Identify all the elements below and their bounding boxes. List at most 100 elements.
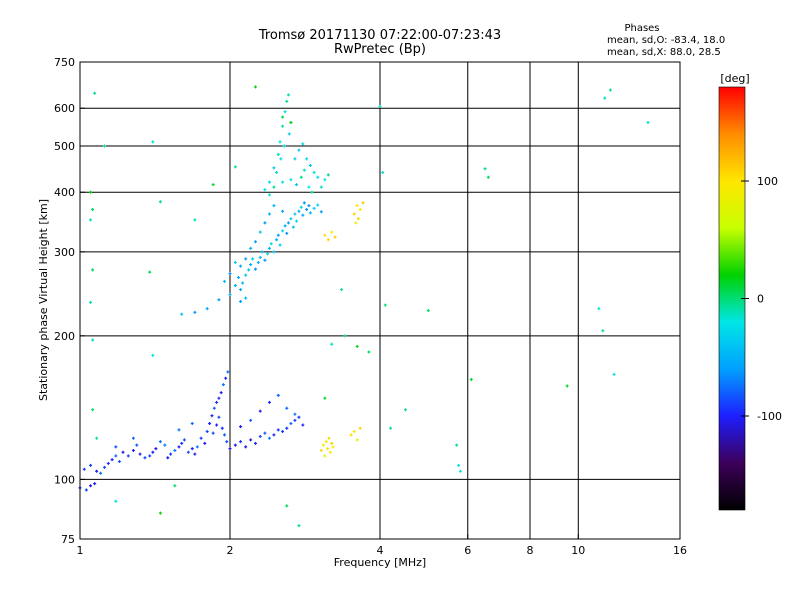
data-point (203, 441, 207, 445)
data-point (308, 164, 312, 168)
data-point (289, 217, 293, 221)
data-point (293, 212, 297, 216)
data-point (272, 204, 276, 208)
data-point (93, 482, 97, 486)
data-point (281, 209, 285, 213)
data-point (173, 448, 177, 452)
data-point (289, 121, 293, 125)
data-point (99, 471, 103, 475)
data-point (276, 428, 280, 432)
data-point (91, 338, 95, 342)
stats-line-o: mean, sd,O: -83.4, 18.0 (607, 35, 725, 46)
data-point (612, 372, 616, 376)
data-point (84, 488, 88, 492)
data-point (180, 312, 184, 316)
data-point (110, 458, 114, 462)
data-point (241, 281, 245, 285)
data-point (343, 334, 347, 338)
data-point (217, 396, 221, 400)
data-point (312, 206, 316, 210)
data-point (267, 246, 271, 250)
data-point (148, 270, 152, 274)
data-point (258, 230, 262, 234)
data-point (330, 342, 334, 346)
data-point (233, 165, 237, 169)
data-point (233, 443, 237, 447)
data-point (95, 469, 99, 473)
data-point (163, 443, 167, 447)
data-point (93, 91, 97, 95)
data-point (282, 144, 286, 148)
data-point (299, 205, 303, 209)
data-point (148, 454, 152, 458)
data-point (324, 440, 328, 444)
colorbar-label: [deg] (720, 72, 749, 85)
data-point (293, 157, 297, 161)
data-point (180, 441, 184, 445)
data-point (608, 88, 612, 92)
plot-frame (79, 61, 681, 540)
data-point (326, 447, 330, 451)
data-point (131, 436, 135, 440)
data-point (483, 167, 487, 171)
data-point (217, 415, 221, 419)
data-point (121, 450, 125, 454)
data-point (281, 124, 285, 128)
data-point (383, 303, 387, 307)
data-point (239, 264, 243, 268)
data-point (299, 175, 303, 179)
data-point (291, 225, 295, 229)
data-point (173, 484, 177, 488)
data-point (307, 185, 311, 189)
data-point (236, 276, 240, 280)
data-point (323, 454, 327, 458)
data-point (190, 447, 194, 451)
data-point (305, 157, 309, 161)
data-point (272, 250, 276, 254)
y-tick-label: 600 (54, 102, 75, 115)
y-tick-label: 750 (54, 56, 75, 69)
data-point (312, 170, 316, 174)
data-point (239, 440, 243, 444)
data-point (212, 406, 216, 410)
data-point (356, 217, 360, 221)
data-point (457, 463, 461, 467)
data-point (256, 260, 260, 264)
data-point (646, 121, 650, 125)
data-point (267, 212, 271, 216)
data-point (358, 207, 362, 211)
data-point (565, 384, 569, 388)
data-point (263, 431, 267, 435)
data-point (126, 454, 130, 458)
data-point (355, 344, 359, 348)
data-point (355, 438, 359, 442)
data-point (223, 433, 227, 437)
data-point (316, 203, 320, 207)
data-point (381, 170, 385, 174)
y-tick-label: 200 (54, 330, 75, 343)
data-point (285, 406, 289, 410)
data-point (263, 221, 267, 225)
colorbar (718, 86, 746, 511)
data-point (114, 445, 118, 449)
data-point (276, 152, 280, 156)
y-tick-label: 100 (54, 473, 75, 486)
data-point (186, 450, 190, 454)
data-point (239, 425, 243, 429)
data-point (135, 443, 139, 447)
colorbar-tick-label: -100 (757, 410, 782, 423)
data-point (151, 353, 155, 357)
data-point (205, 430, 209, 434)
data-point (378, 105, 382, 109)
data-point (138, 452, 142, 456)
data-point (82, 467, 86, 471)
data-point (89, 218, 93, 222)
data-point (215, 423, 219, 427)
data-point (297, 415, 301, 419)
data-point (249, 438, 253, 442)
data-point (258, 435, 262, 439)
data-point (154, 447, 158, 451)
data-point (279, 157, 283, 161)
data-point (103, 144, 107, 148)
